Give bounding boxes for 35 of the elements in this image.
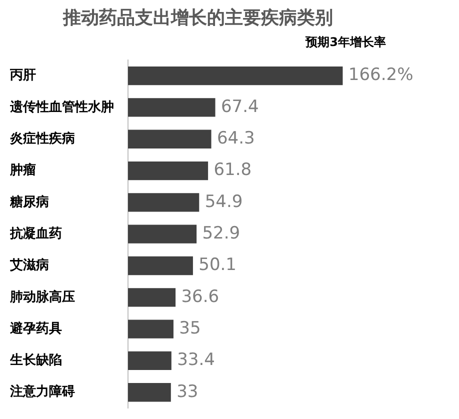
data-label: 52.9 (202, 224, 240, 244)
bar (128, 193, 200, 212)
y-tick-label: 遗传性血管性水肿 (9, 100, 114, 115)
bar (128, 383, 171, 402)
y-tick-label: 炎症性疾病 (9, 130, 75, 147)
data-label: 61.8 (214, 160, 252, 180)
chart-title: 推动药品支出增长的主要疾病类别 (62, 7, 333, 28)
data-label: 50.1 (198, 255, 236, 276)
data-label: 54.9 (204, 192, 243, 212)
bar (128, 351, 172, 370)
y-tick-label: 肺动脉高压 (9, 288, 75, 305)
data-label: 67.4 (220, 96, 259, 117)
y-tick-label: 注意力障碍 (9, 384, 75, 400)
data-label: 36.6 (181, 286, 220, 307)
data-label: 33.4 (177, 350, 215, 370)
y-tick-label: 艾滋病 (9, 257, 49, 274)
data-label: 33 (176, 382, 198, 402)
data-label: 35 (179, 318, 201, 338)
bar (128, 288, 176, 307)
bar (128, 256, 193, 276)
y-tick-label: 丙肝 (9, 68, 36, 84)
y-tick-label: 生长缺陷 (9, 353, 62, 368)
y-tick-label: 糖尿病 (9, 194, 49, 210)
data-label: 166.2% (348, 65, 414, 86)
bar (128, 66, 343, 86)
bar (128, 130, 212, 148)
y-tick-label: 抗凝血药 (9, 225, 62, 242)
bar (128, 224, 197, 244)
bar (128, 320, 174, 338)
bar (128, 98, 216, 117)
data-label: 64.3 (216, 128, 255, 149)
y-tick-label: 避孕药具 (9, 320, 62, 336)
bar (128, 161, 208, 180)
y-tick-label: 肿瘤 (9, 162, 36, 178)
chart-subtitle: 预期3年增长率 (304, 34, 386, 49)
